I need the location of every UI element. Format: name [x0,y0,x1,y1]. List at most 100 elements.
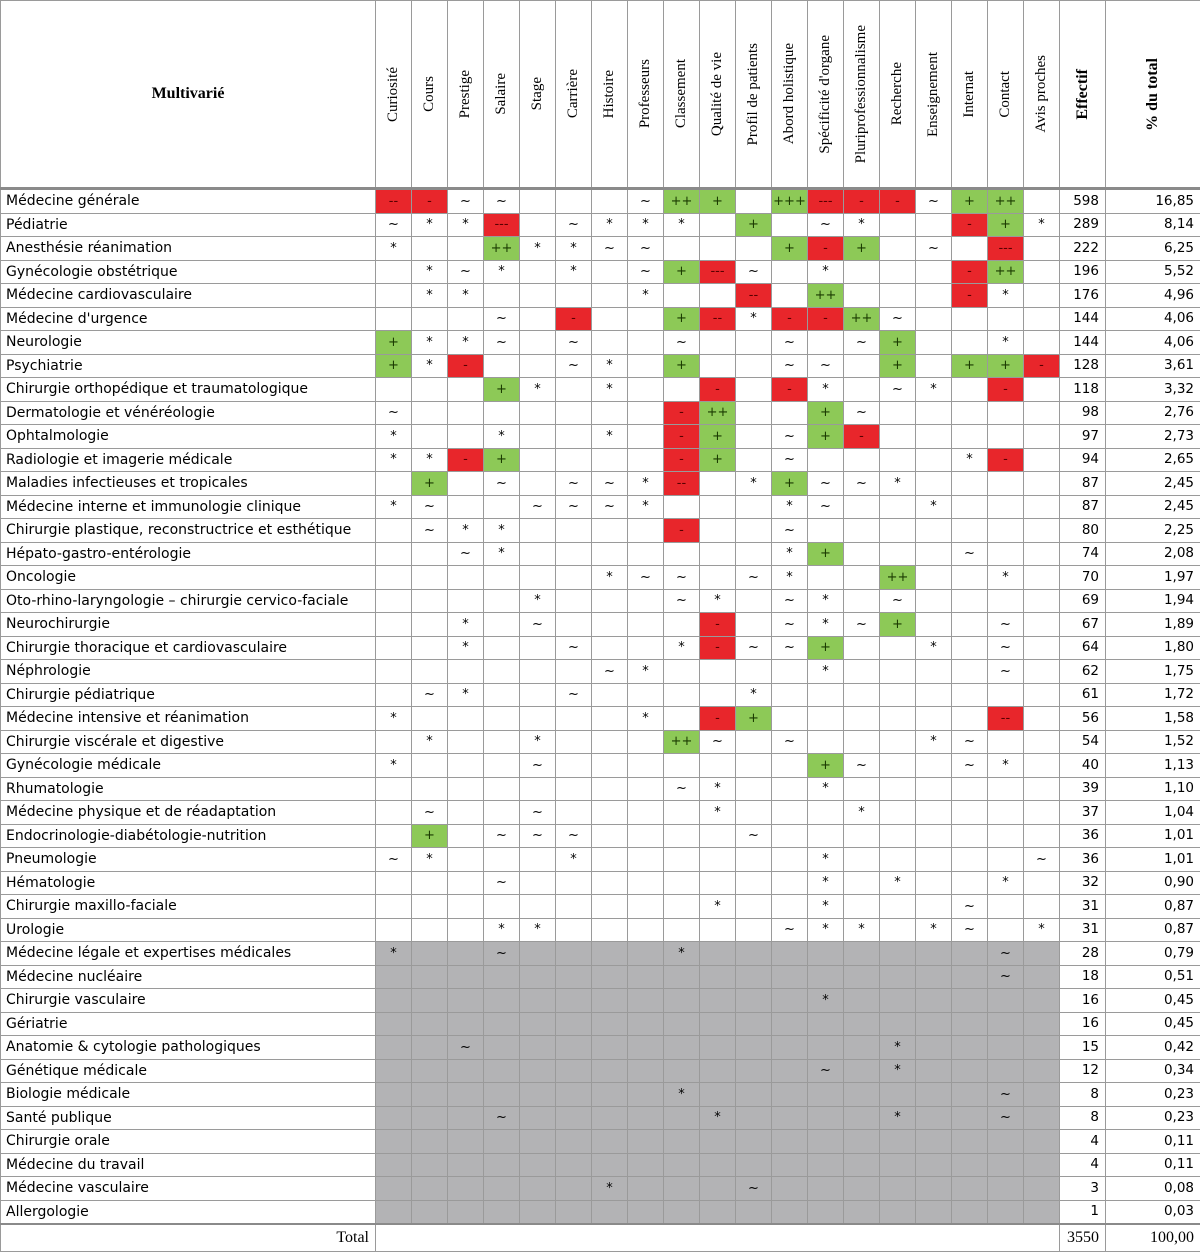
criterion-cell: * [844,918,880,942]
criterion-cell [952,472,988,496]
criterion-cell: + [844,237,880,261]
criterion-header-label: Recherche [890,62,905,125]
criterion-cell [952,777,988,801]
percent-cell: 3,61 [1106,354,1200,378]
criterion-cell: + [376,331,412,355]
criterion-cell [1024,307,1060,331]
criterion-cell [448,1083,484,1107]
criterion-cell: * [808,260,844,284]
criterion-cell [844,448,880,472]
criterion-cell: ++ [664,730,700,754]
criterion-cell: - [952,284,988,308]
criterion-cell [592,871,628,895]
criterion-cell: * [880,871,916,895]
criterion-cell [880,213,916,237]
criterion-cell [952,942,988,966]
criterion-cell: ~ [484,331,520,355]
criterion-cell [916,1200,952,1224]
criterion-cell [412,1153,448,1177]
specialty-name: Médecine du travail [1,1153,376,1177]
criterion-cell [520,989,556,1013]
criterion-cell [736,754,772,778]
table-row: Chirurgie orthopédique et traumatologiqu… [1,378,1200,402]
criterion-cell: * [412,331,448,355]
specialty-name: Hépato-gastro-entérologie [1,542,376,566]
criterion-cell [700,284,736,308]
criterion-cell [520,542,556,566]
criterion-cell [556,1106,592,1130]
criterion-cell: ~ [556,636,592,660]
criterion-cell: * [736,683,772,707]
criterion-cell: * [592,1177,628,1201]
criterion-cell [988,472,1024,496]
criterion-cell [916,754,952,778]
criterion-cell: * [412,213,448,237]
criterion-header-label: Avis proches [1034,55,1049,133]
criterion-cell [628,589,664,613]
criterion-cell [844,965,880,989]
specialty-name: Maladies infectieuses et tropicales [1,472,376,496]
criterion-cell [880,1200,916,1224]
criterion-cell [592,801,628,825]
criterion-cell [448,1106,484,1130]
criterion-cell [376,542,412,566]
criterion-cell [412,1036,448,1060]
criterion-cell [772,1177,808,1201]
criterion-cell [916,871,952,895]
criterion-cell: + [880,613,916,637]
criterion-cell [628,542,664,566]
specialty-name: Médecine cardiovasculaire [1,284,376,308]
effectif-cell: 8 [1060,1106,1106,1130]
criterion-cell [628,1083,664,1107]
criterion-header: Avis proches [1024,1,1060,189]
criterion-cell [880,636,916,660]
criterion-cell [844,519,880,543]
criterion-cell [592,1012,628,1036]
percent-cell: 2,65 [1106,448,1200,472]
criterion-cell [916,613,952,637]
criterion-cell [484,707,520,731]
specialty-name: Psychiatrie [1,354,376,378]
percent-cell: 1,01 [1106,848,1200,872]
criterion-cell [736,1083,772,1107]
criterion-cell [520,331,556,355]
specialty-name: Chirurgie maxillo-faciale [1,895,376,919]
criterion-cell: * [700,777,736,801]
criterion-cell [736,730,772,754]
criterion-cell [484,495,520,519]
criterion-cell [628,918,664,942]
criterion-cell: * [988,284,1024,308]
criterion-cell [484,801,520,825]
effectif-cell: 97 [1060,425,1106,449]
criterion-cell [664,1130,700,1154]
criterion-cell [988,1059,1024,1083]
criterion-cell: + [700,448,736,472]
effectif-cell: 144 [1060,307,1106,331]
criterion-cell [412,1106,448,1130]
criterion-cell [844,542,880,566]
percent-cell: 0,34 [1106,1059,1200,1083]
criterion-header: Curiosité [376,1,412,189]
criterion-cell: * [592,566,628,590]
criterion-cell [952,1200,988,1224]
percent-cell: 0,11 [1106,1153,1200,1177]
criterion-cell: * [808,660,844,684]
criterion-cell: * [808,589,844,613]
criterion-cell [556,425,592,449]
criterion-cell [736,237,772,261]
criterion-cell: ~ [664,566,700,590]
criterion-cell [556,1130,592,1154]
specialty-name: Pédiatrie [1,213,376,237]
percent-cell: 1,94 [1106,589,1200,613]
criterion-cell [916,801,952,825]
criterion-cell [376,1059,412,1083]
criterion-cell [448,1059,484,1083]
criterion-cell: + [664,354,700,378]
effectif-cell: 54 [1060,730,1106,754]
criterion-cell [664,965,700,989]
criterion-cell [1024,284,1060,308]
criterion-cell: * [376,707,412,731]
criterion-cell [1024,777,1060,801]
